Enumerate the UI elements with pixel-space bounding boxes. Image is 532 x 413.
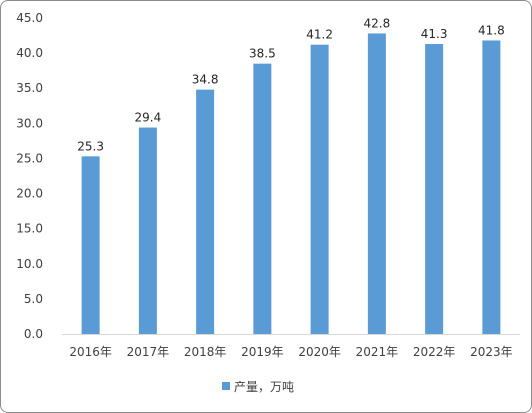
data-label: 41.2 [306,28,333,42]
y-axis: 0.0 5.0 10.0 15.0 20.0 25.0 30.0 35.0 40.0 45.0 [16,11,43,341]
y-tick-label: 20.0 [16,187,43,201]
data-label: 38.5 [249,47,276,61]
bar-7 [482,40,501,335]
y-tick-label: 25.0 [16,151,43,165]
bar-5 [367,33,386,335]
x-tick-label: 2020年 [298,345,341,359]
data-label: 41.8 [478,23,505,37]
bar-4 [310,44,329,334]
bar-1 [138,127,157,335]
legend-swatch [222,382,230,390]
x-tick-label: 2017年 [127,345,170,359]
x-tick-label: 2016年 [69,345,112,359]
data-label: 41.3 [421,27,448,41]
bars-group: 25.3 29.4 34.8 38.5 41.2 42.8 41.3 41.8 [77,16,505,335]
y-tick-label: 40.0 [16,46,43,60]
legend: 产量，万吨 [222,380,294,394]
data-label: 34.8 [192,73,219,87]
data-label: 25.3 [77,139,104,153]
legend-label: 产量，万吨 [234,380,294,394]
y-tick-label: 35.0 [16,81,43,95]
bar-2 [196,89,215,334]
y-tick-label: 0.0 [24,327,43,341]
y-tick-label: 5.0 [24,292,43,306]
x-tick-label: 2023年 [470,345,513,359]
x-axis: 2016年 2017年 2018年 2019年 2020年 2021年 2022年 2023年 [62,334,520,359]
y-tick-label: 15.0 [16,222,43,236]
bar-3 [253,63,272,335]
x-tick-label: 2022年 [413,345,456,359]
x-tick-label: 2018年 [184,345,227,359]
x-tick-label: 2021年 [356,345,399,359]
data-label: 42.8 [364,16,391,30]
y-tick-label: 45.0 [16,11,43,25]
y-tick-label: 30.0 [16,116,43,130]
x-tick-label: 2019年 [241,345,284,359]
data-label: 29.4 [135,111,162,125]
bar-0 [81,156,100,334]
y-tick-label: 10.0 [16,257,43,271]
bar-6 [425,43,444,334]
